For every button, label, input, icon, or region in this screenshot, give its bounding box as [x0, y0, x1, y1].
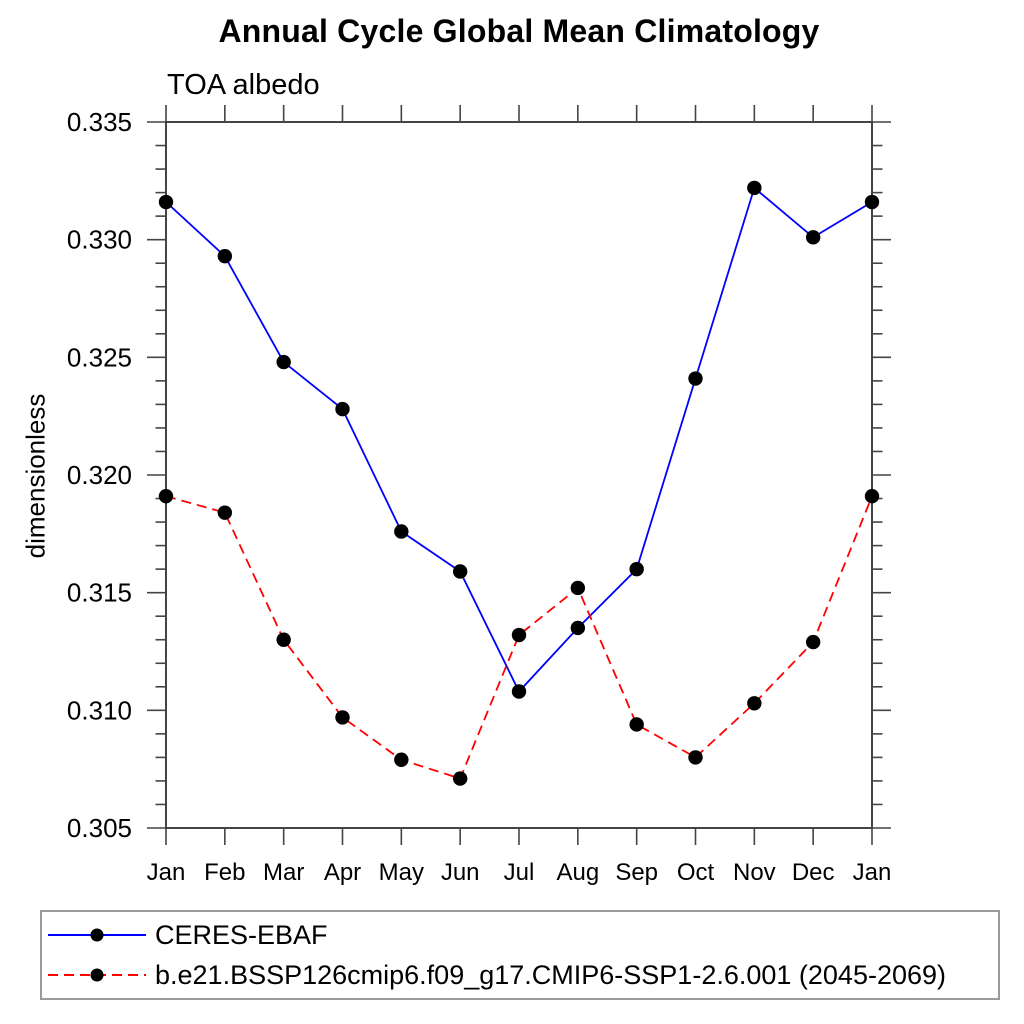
data-point-marker [570, 580, 586, 596]
plot-area: 0.305 0.310 0.315 0.320 0.325 0.330 0.335 Jan Fe… [67, 105, 892, 886]
data-point-marker [394, 524, 409, 539]
legend-label-ceres-ebaf: CERES-EBAF [155, 919, 328, 950]
x-tick-label: Jul [504, 859, 535, 886]
y-tick-label: 0.335 [67, 107, 132, 137]
x-tick-label: May [379, 859, 424, 886]
y-tick-label: 0.330 [67, 225, 132, 255]
data-point-marker [394, 752, 409, 767]
x-tick-label: Nov [733, 859, 776, 886]
data-point-marker [864, 194, 880, 210]
data-point-marker [864, 488, 880, 504]
legend-marker-dot-icon [90, 928, 104, 942]
data-point-marker [217, 248, 233, 264]
data-point-marker [276, 354, 291, 370]
legend-item-model: b.e21.BSSP126cmip6.f09_g17.CMIP6-SSP1-2.… [47, 955, 998, 995]
x-tick-label: Dec [792, 859, 835, 886]
series-line-solid [165, 186, 873, 694]
legend-marker-dot-icon [90, 968, 104, 982]
chart-subtitle: TOA albedo [167, 69, 320, 101]
data-point-marker [688, 750, 703, 765]
data-point-marker [805, 230, 821, 245]
x-tick-label: Apr [324, 859, 361, 886]
data-point-marker [570, 620, 586, 636]
legend-item-ceres-ebaf: CERES-EBAF [47, 915, 998, 955]
y-tick-label: 0.320 [67, 460, 132, 490]
data-point-marker [805, 634, 821, 650]
data-point-marker [747, 180, 762, 196]
data-point-marker [747, 696, 762, 711]
x-tick-label: Oct [677, 859, 715, 886]
legend-line-sample-dashed [48, 968, 146, 982]
legend-line-sample-solid [48, 928, 146, 942]
y-tick-label: 0.315 [67, 578, 132, 608]
x-tick-label: Feb [204, 859, 245, 886]
x-tick-label: Aug [556, 859, 599, 886]
y-tick-label: 0.305 [67, 813, 132, 843]
legend: CERES-EBAF b.e21.BSSP126cmip6.f09_g17.CM… [40, 910, 1000, 1000]
data-point-marker [335, 401, 350, 417]
x-tick-label: Jan [147, 859, 186, 886]
y-tick-label: 0.325 [67, 342, 132, 372]
data-point-marker [452, 564, 468, 579]
data-point-marker [452, 771, 468, 786]
data-point-marker [688, 371, 703, 386]
legend-label-model: b.e21.BSSP126cmip6.f09_g17.CMIP6-SSP1-2.… [155, 959, 947, 990]
data-point-marker [511, 627, 527, 643]
chart-title: Annual Cycle Global Mean Climatology [218, 13, 820, 49]
x-tick-label: Mar [263, 859, 304, 886]
data-point-marker [158, 194, 174, 210]
data-point-marker [158, 488, 174, 504]
data-point-marker [335, 710, 350, 725]
data-point-marker [629, 561, 644, 577]
data-point-marker [629, 717, 644, 732]
x-tick-label: Sep [615, 859, 658, 886]
data-point-marker [217, 505, 233, 520]
x-tick-label: Jun [441, 859, 480, 886]
y-tick-label: 0.310 [67, 695, 132, 725]
x-tick-label: Jan [853, 859, 892, 886]
data-point-marker [276, 632, 291, 647]
plot-frame [165, 121, 873, 829]
data-point-marker [511, 684, 527, 699]
